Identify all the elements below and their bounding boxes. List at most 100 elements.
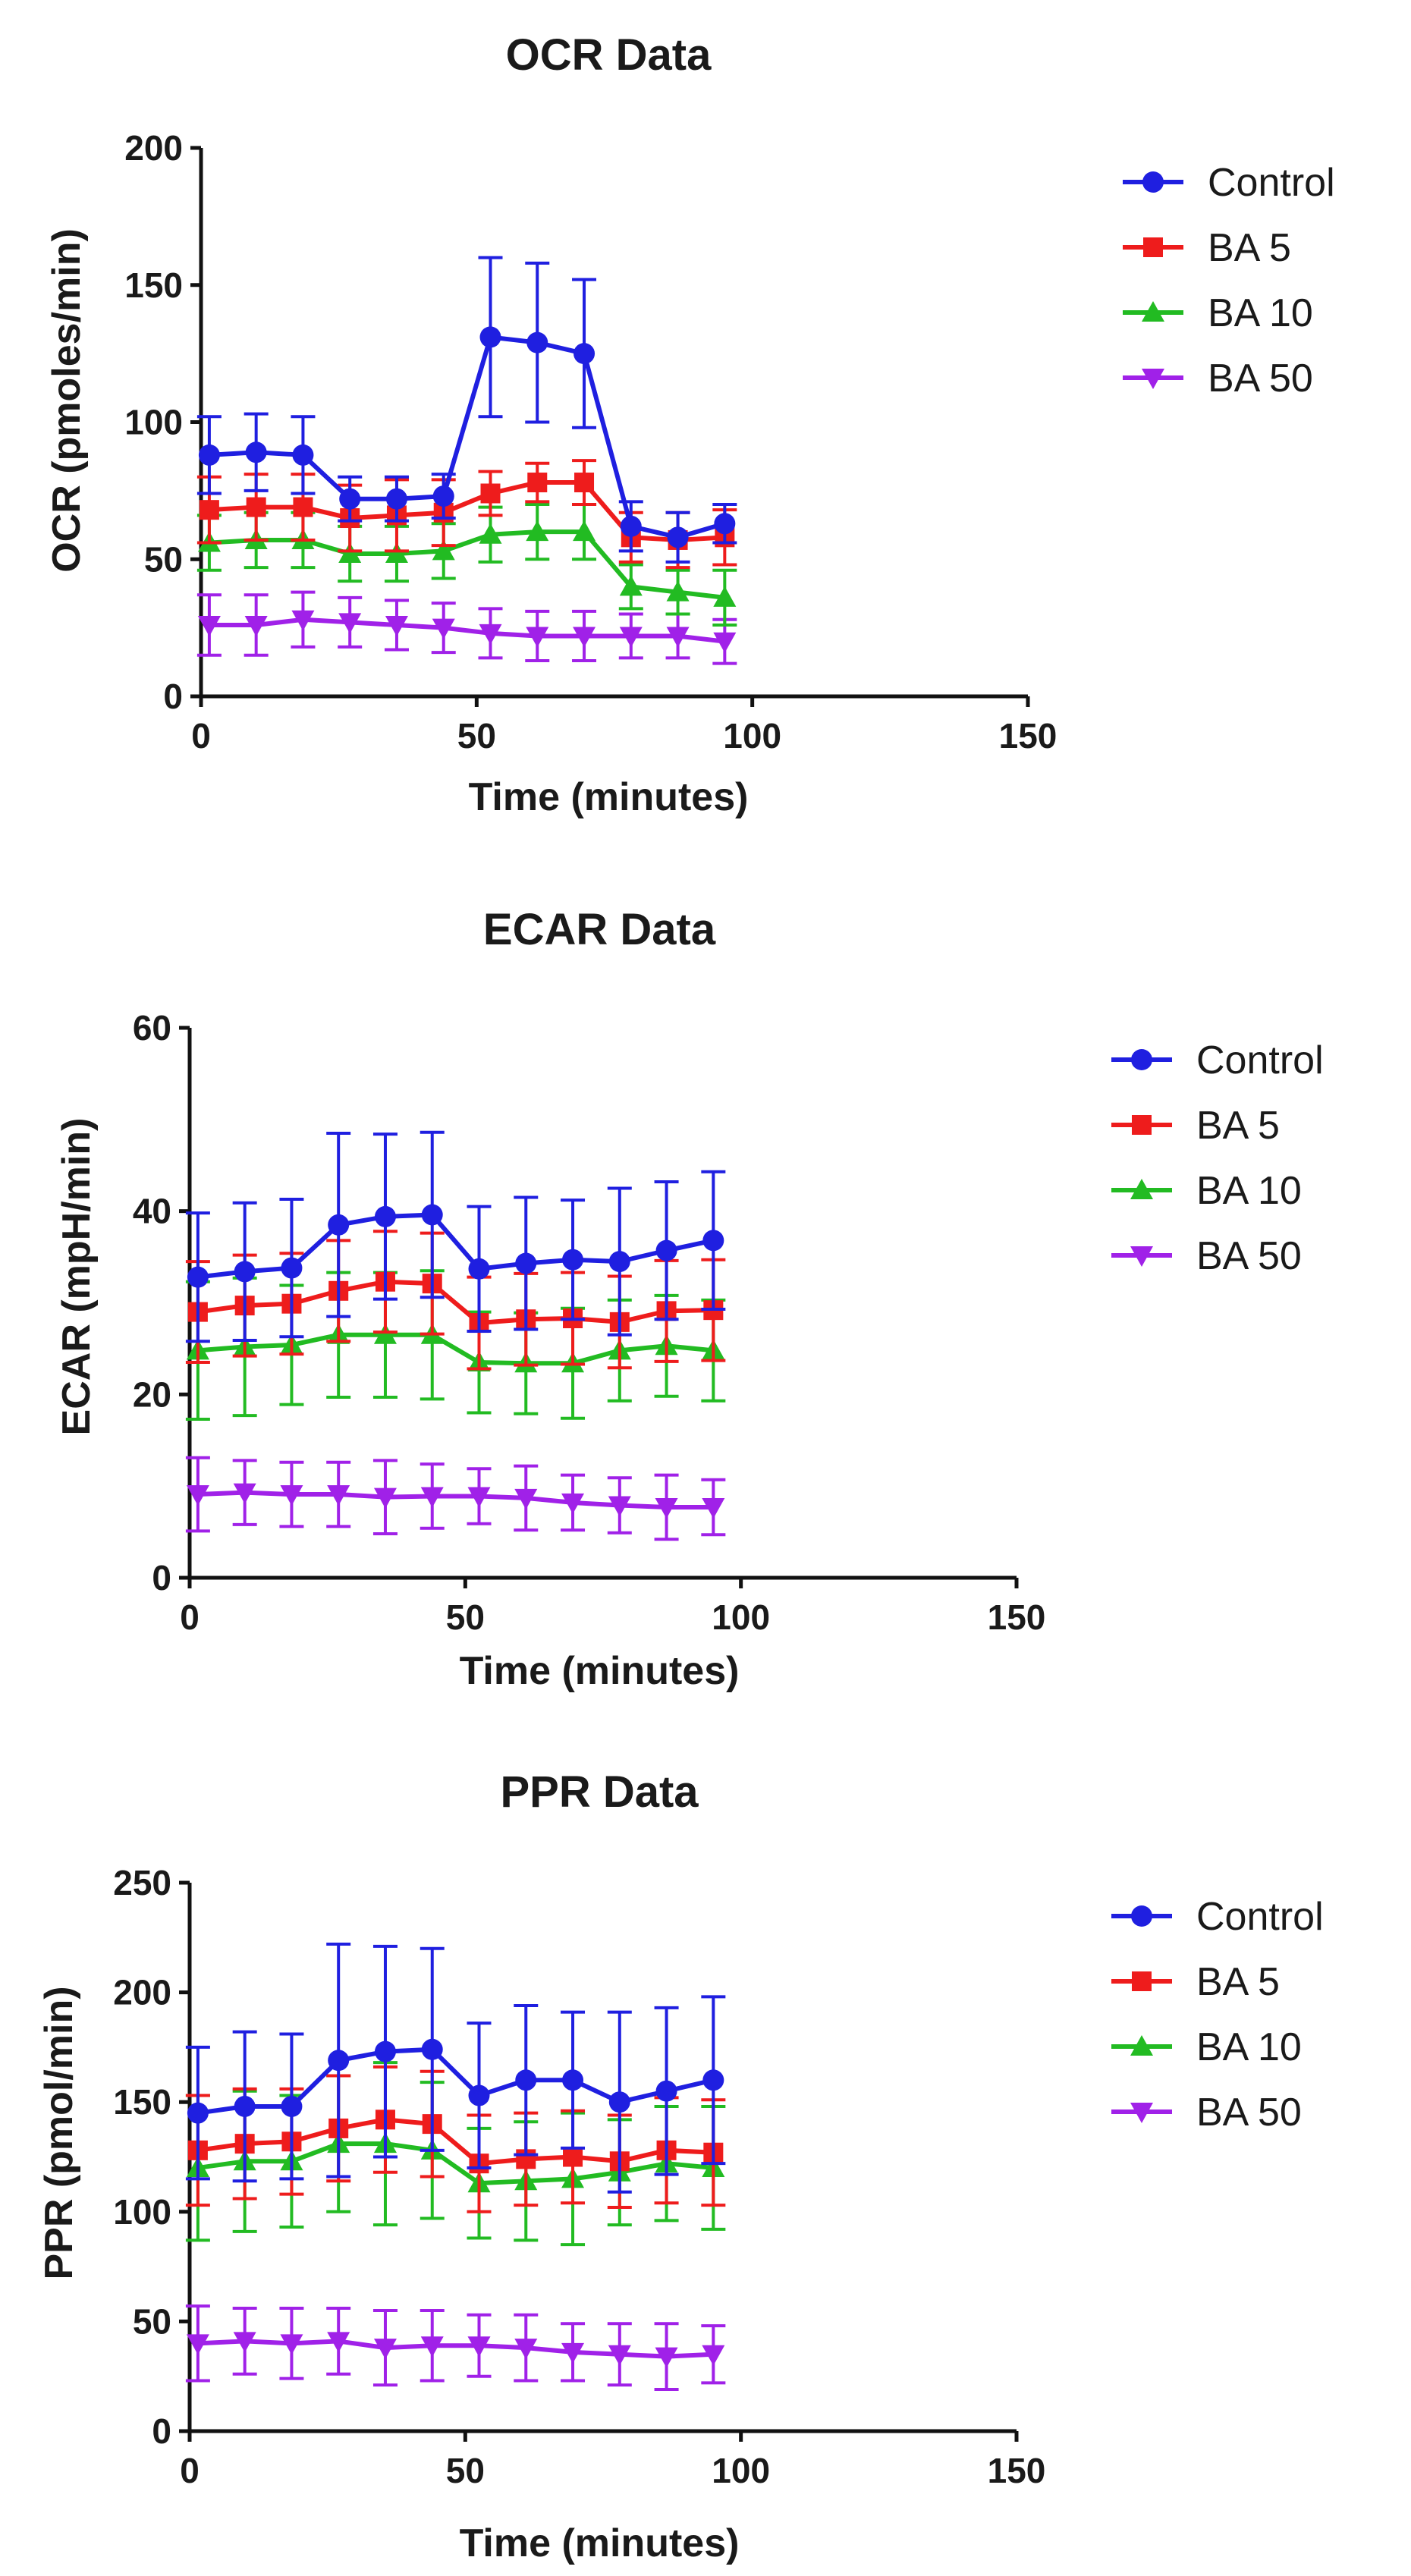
y-tick-label: 60 bbox=[133, 1008, 171, 1048]
data-point bbox=[373, 1487, 397, 1509]
data-point bbox=[573, 520, 596, 542]
y-tick-label: 0 bbox=[163, 677, 183, 716]
data-point bbox=[526, 627, 549, 648]
legend-label: BA 5 bbox=[1208, 226, 1291, 270]
data-point bbox=[514, 2339, 538, 2360]
series-ba-10 bbox=[196, 502, 737, 627]
series-ba-5 bbox=[185, 2065, 726, 2213]
legend-marker bbox=[1130, 1179, 1153, 1199]
legend-label: BA 5 bbox=[1196, 1960, 1280, 2004]
x-tick-label: 150 bbox=[988, 1597, 1046, 1637]
x-axis-label: Time (minutes) bbox=[469, 775, 749, 819]
data-point bbox=[281, 1257, 303, 1279]
series-line-control bbox=[197, 2047, 715, 2116]
data-point bbox=[385, 616, 408, 637]
data-point bbox=[563, 2147, 583, 2167]
x-tick-label: 100 bbox=[712, 1597, 770, 1637]
data-point bbox=[619, 575, 643, 596]
data-point bbox=[421, 1204, 443, 1226]
legend-marker bbox=[1130, 2103, 1153, 2123]
series-line-ba-10 bbox=[197, 1332, 714, 1366]
legend-marker bbox=[1131, 1905, 1152, 1927]
data-point bbox=[574, 343, 596, 365]
data-point bbox=[655, 2347, 678, 2368]
data-point bbox=[246, 497, 266, 517]
legend-label: Control bbox=[1196, 1895, 1324, 1939]
ocr-chart: OCR Data OCR (pmoles/min) Time (minutes)… bbox=[45, 30, 1335, 819]
data-point bbox=[619, 627, 643, 648]
x-tick-label: 150 bbox=[988, 2451, 1046, 2490]
chart-title: PPR Data bbox=[500, 1767, 699, 1817]
series-line-control bbox=[197, 1212, 714, 1280]
data-point bbox=[373, 2339, 397, 2360]
legend-label: BA 10 bbox=[1196, 2025, 1302, 2069]
data-point bbox=[480, 483, 501, 504]
y-tick-label: 20 bbox=[133, 1374, 171, 1414]
data-point bbox=[526, 331, 548, 353]
y-tick-label: 150 bbox=[124, 265, 183, 305]
legend-marker bbox=[1143, 237, 1163, 257]
ecar-chart: ECAR Data ECAR (mpH/min) Time (minutes) … bbox=[55, 905, 1324, 1693]
data-point bbox=[655, 2080, 677, 2102]
series-line-ba-5 bbox=[197, 1279, 714, 1326]
data-point bbox=[667, 526, 689, 548]
data-point bbox=[479, 523, 502, 544]
series-ba-50 bbox=[185, 2304, 726, 2392]
legend-label: BA 50 bbox=[1196, 1234, 1302, 1278]
data-point bbox=[467, 1487, 491, 1508]
chart-title: ECAR Data bbox=[483, 905, 716, 954]
chart-title: OCR Data bbox=[506, 30, 712, 80]
data-point bbox=[374, 2040, 396, 2062]
data-point bbox=[527, 473, 548, 493]
y-tick-label: 40 bbox=[133, 1192, 171, 1231]
data-point bbox=[420, 1487, 444, 1508]
x-tick-label: 0 bbox=[180, 2451, 200, 2490]
data-point bbox=[327, 1485, 350, 1506]
y-tick-label: 0 bbox=[152, 2411, 171, 2451]
legend-item: BA 5 bbox=[1123, 226, 1291, 270]
legend-item: BA 50 bbox=[1111, 2091, 1302, 2135]
series-line-ba-10 bbox=[209, 529, 725, 600]
data-point bbox=[655, 1497, 678, 1519]
y-tick-label: 250 bbox=[113, 1863, 171, 1902]
data-point bbox=[186, 2334, 209, 2355]
data-point bbox=[702, 1230, 724, 1252]
data-point bbox=[514, 1488, 538, 1509]
y-tick-label: 200 bbox=[124, 128, 183, 168]
legend-marker bbox=[1142, 171, 1164, 193]
y-tick-label: 50 bbox=[133, 2301, 171, 2341]
legend-item: Control bbox=[1111, 1895, 1324, 1939]
data-point bbox=[187, 1266, 209, 1288]
data-point bbox=[327, 2332, 350, 2353]
x-tick-label: 50 bbox=[446, 1597, 485, 1637]
data-point bbox=[655, 1239, 677, 1261]
series-ba-5 bbox=[196, 459, 737, 570]
series-control bbox=[185, 1130, 726, 1343]
legend-marker bbox=[1132, 1971, 1152, 1991]
series-ba-10 bbox=[185, 1269, 726, 1421]
y-tick-label: 100 bbox=[124, 403, 183, 442]
legend-marker bbox=[1132, 1115, 1152, 1135]
data-point bbox=[608, 1251, 630, 1273]
y-tick-label: 200 bbox=[113, 1973, 171, 2012]
y-tick-label: 50 bbox=[144, 539, 183, 579]
data-point bbox=[420, 2336, 444, 2358]
data-point bbox=[666, 627, 690, 648]
data-point bbox=[339, 488, 361, 510]
data-point bbox=[479, 326, 501, 348]
series-ba-50 bbox=[196, 590, 737, 665]
data-point bbox=[234, 2095, 256, 2117]
legend-item: BA 5 bbox=[1111, 1104, 1280, 1148]
data-point bbox=[562, 1249, 584, 1271]
data-point bbox=[421, 2038, 443, 2060]
data-point bbox=[573, 627, 596, 648]
legend-label: BA 50 bbox=[1208, 357, 1313, 401]
series-line-ba-50 bbox=[197, 2339, 714, 2359]
data-point bbox=[328, 2050, 350, 2072]
data-point bbox=[280, 2334, 303, 2355]
x-tick-label: 0 bbox=[180, 1597, 200, 1637]
data-point bbox=[280, 1485, 303, 1506]
data-point bbox=[468, 1258, 490, 1280]
series-line-ba-10 bbox=[197, 2141, 714, 2186]
